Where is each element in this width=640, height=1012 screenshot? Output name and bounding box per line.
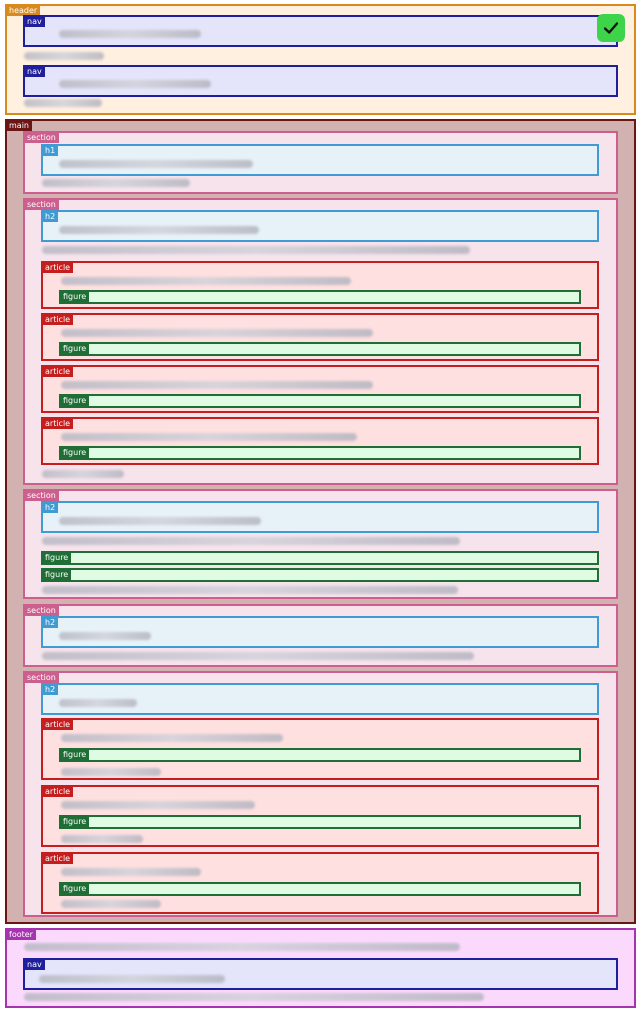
section-text (42, 652, 474, 660)
figure-7: figure (59, 748, 581, 762)
article-tag: article (42, 366, 74, 377)
heading-h2: h2 (41, 501, 599, 533)
article-text (61, 768, 161, 776)
header-text (24, 99, 102, 107)
figure-1: figure (59, 290, 581, 304)
header-tag: header (6, 5, 41, 16)
heading-text (59, 160, 253, 168)
figure-3: figure (59, 394, 581, 408)
article-tag: article (42, 314, 74, 325)
figure-tag: figure (60, 816, 90, 827)
figure-tag: figure (60, 395, 90, 406)
article-text (61, 433, 357, 441)
section-text (42, 246, 470, 254)
heading-h2: h2 (41, 210, 599, 242)
nav-tag: nav (24, 959, 45, 970)
figure-tag: figure (60, 883, 90, 894)
checkmark-icon (597, 14, 625, 42)
heading-h2: h2 (41, 683, 599, 715)
nav-tag: nav (24, 16, 45, 27)
article-tag: article (42, 418, 74, 429)
section-tag: section (24, 605, 59, 616)
section-text (42, 537, 460, 545)
footer-tag: footer (6, 929, 36, 940)
figure-5: figure (41, 551, 599, 565)
h1-tag: h1 (42, 145, 59, 156)
figure-tag: figure (60, 343, 90, 354)
footer-nav[interactable]: nav (23, 958, 618, 990)
nav-text (59, 30, 201, 38)
figure-tag: figure (60, 291, 90, 302)
nav-text (39, 975, 225, 983)
section-text (42, 586, 458, 594)
heading-h1: h1 (41, 144, 599, 176)
header-text (24, 52, 104, 60)
article-text (61, 835, 143, 843)
section-tag: section (24, 199, 59, 210)
h2-tag: h2 (42, 617, 59, 628)
article-tag: article (42, 786, 74, 797)
section-tag: section (24, 672, 59, 683)
heading-text (59, 226, 259, 234)
figure-8: figure (59, 815, 581, 829)
figure-tag: figure (42, 552, 72, 563)
figure-tag: figure (42, 569, 72, 580)
h2-tag: h2 (42, 211, 59, 222)
heading-text (59, 517, 261, 525)
main-tag: main (6, 120, 32, 131)
section-text (42, 470, 124, 478)
h2-tag: h2 (42, 502, 59, 513)
article-tag: article (42, 262, 74, 273)
section-text (42, 179, 190, 187)
article-text (61, 381, 373, 389)
h2-tag: h2 (42, 684, 59, 695)
figure-2: figure (59, 342, 581, 356)
heading-text (59, 699, 137, 707)
figure-4: figure (59, 446, 581, 460)
article-text (61, 277, 351, 285)
article-text (61, 329, 373, 337)
figure-6: figure (41, 568, 599, 582)
heading-text (59, 632, 151, 640)
footer-text (24, 943, 460, 951)
article-tag: article (42, 853, 74, 864)
figure-9: figure (59, 882, 581, 896)
header-nav-1[interactable]: nav (23, 15, 618, 47)
section-tag: section (24, 132, 59, 143)
article-text (61, 868, 201, 876)
figure-tag: figure (60, 447, 90, 458)
article-text (61, 900, 161, 908)
section-tag: section (24, 490, 59, 501)
article-text (61, 734, 283, 742)
figure-tag: figure (60, 749, 90, 760)
article-text (61, 801, 255, 809)
article-tag: article (42, 719, 74, 730)
nav-tag: nav (24, 66, 45, 77)
header-nav-2[interactable]: nav (23, 65, 618, 97)
nav-text (59, 80, 211, 88)
heading-h2: h2 (41, 616, 599, 648)
footer-text (24, 993, 484, 1001)
